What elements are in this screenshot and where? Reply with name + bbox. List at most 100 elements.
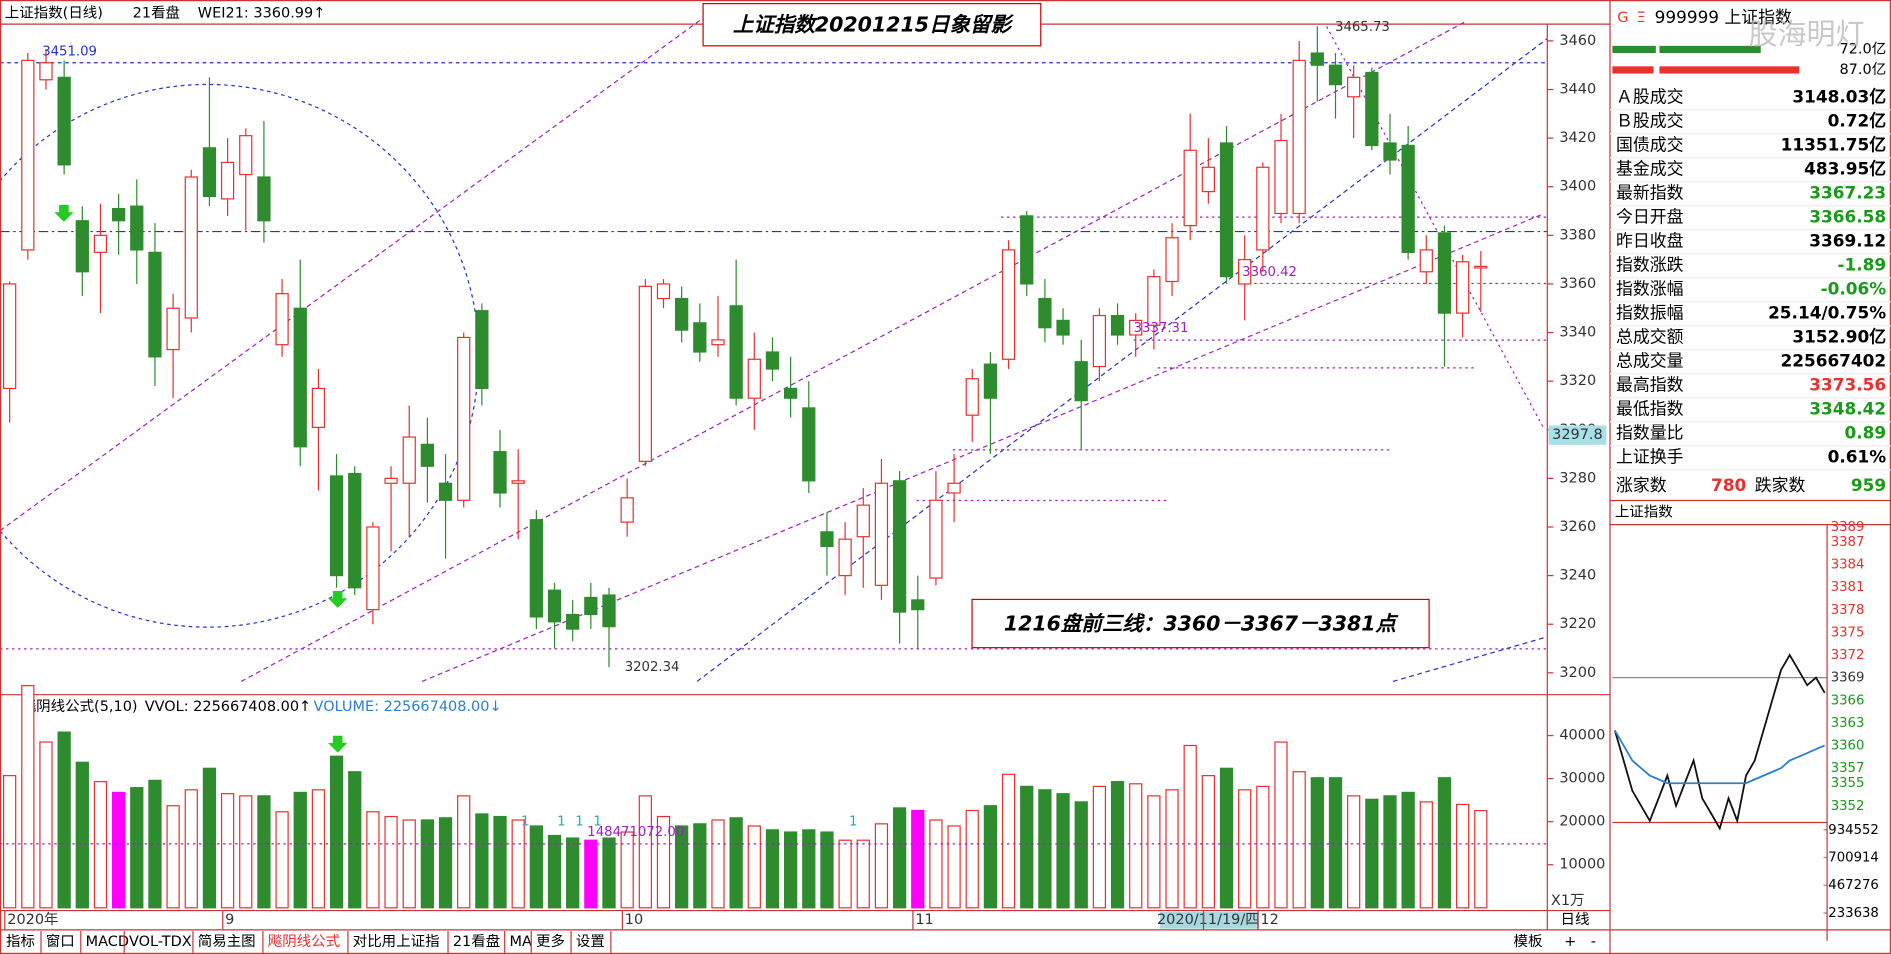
- candle-body: [656, 283, 671, 300]
- tab[interactable]: 更多: [536, 933, 565, 950]
- intraday-line: [1614, 729, 1826, 785]
- stat-value: 3366.58: [1809, 207, 1886, 227]
- y-tick-label: 30000: [1559, 771, 1605, 787]
- candle-body: [93, 234, 108, 253]
- y-tick-label: 3420: [1559, 130, 1596, 146]
- volume-bar: [402, 819, 416, 909]
- candle-body: [275, 293, 289, 346]
- tab[interactable]: +: [1564, 934, 1576, 950]
- y-tick-label: 3355: [1831, 776, 1865, 791]
- volume-bar: [911, 809, 925, 909]
- tab[interactable]: MACD: [86, 934, 129, 950]
- candle-body: [1365, 71, 1379, 147]
- volume-bar: [820, 831, 834, 909]
- volume-bar: [311, 789, 326, 909]
- candle-body: [3, 283, 17, 390]
- volume-bar: [1455, 803, 1470, 909]
- tab[interactable]: 模板: [1514, 932, 1543, 950]
- tab[interactable]: MA: [510, 934, 532, 950]
- y-tick-label: 20000: [1559, 814, 1605, 830]
- view-name: 21看盘: [133, 3, 180, 21]
- stat-label: 指数涨跌: [1616, 255, 1684, 275]
- tab[interactable]: 窗口: [46, 932, 75, 950]
- volume-bar: [1092, 785, 1107, 909]
- volume-bar: [239, 795, 253, 909]
- arrow: [328, 590, 348, 608]
- price-label: 3451.09: [42, 45, 97, 60]
- tab[interactable]: VOL-TDX: [129, 934, 192, 950]
- y-tick-label: 3400: [1559, 179, 1596, 195]
- tab[interactable]: 飚阴线公式: [268, 933, 340, 950]
- volume-bar: [729, 817, 743, 909]
- tab[interactable]: -: [1591, 934, 1596, 950]
- candle-body: [39, 62, 53, 81]
- candle-body: [856, 504, 870, 538]
- volume-bar: [257, 795, 271, 909]
- stat-value: 11351.75亿: [1781, 135, 1887, 155]
- volume-bar: [493, 815, 507, 909]
- volume-bar: [1328, 777, 1343, 909]
- y-tick-label: 3369: [1831, 671, 1865, 686]
- volume-bar: [838, 839, 852, 909]
- volume-bar: [1001, 773, 1016, 909]
- volume-bar: [1110, 781, 1125, 909]
- tab[interactable]: 对比用上证指: [353, 933, 440, 950]
- candle-body: [1455, 261, 1470, 314]
- volume-bar: [475, 813, 489, 909]
- y-tick-label: 3372: [1831, 648, 1865, 663]
- candle-body: [1020, 215, 1034, 285]
- volume-bar: [511, 819, 525, 909]
- y-tick-label: 3340: [1559, 325, 1596, 341]
- stat-label: 基金成交: [1616, 159, 1684, 179]
- stat-label: 总成交额: [1616, 327, 1684, 347]
- candle-body: [566, 613, 580, 630]
- y-tick-label: 3352: [1831, 799, 1865, 814]
- stat-label: 最低指数: [1616, 399, 1684, 419]
- candle-body: [1110, 314, 1125, 336]
- marker: 1: [849, 814, 857, 829]
- candle-body: [366, 526, 380, 611]
- candle-body: [1038, 297, 1052, 329]
- volume-bar: [965, 809, 979, 909]
- y-tick-label: 40000: [1559, 728, 1605, 744]
- bar-label: 72.0亿: [1839, 40, 1886, 57]
- y-tick-label: 3440: [1559, 82, 1596, 98]
- volume-bar: [1238, 789, 1252, 909]
- y-tick-label: 3200: [1559, 665, 1596, 681]
- volume-bar: [1365, 798, 1379, 909]
- volume-bar: [1474, 810, 1488, 909]
- bar-label: 87.0亿: [1839, 61, 1886, 78]
- panel-menu[interactable]: Ξ: [1637, 10, 1646, 26]
- y-tick-label: 3380: [1559, 227, 1596, 243]
- tab[interactable]: 21看盘: [453, 932, 500, 950]
- volume-bar: [184, 789, 198, 909]
- candle-body: [747, 358, 761, 399]
- candle-body: [257, 176, 271, 222]
- tab[interactable]: 指标: [6, 933, 35, 950]
- y-tick-label: 3387: [1831, 535, 1865, 550]
- breadth-label: 跌家数: [1755, 475, 1806, 495]
- trend-line: [1392, 636, 1548, 683]
- candle-body: [239, 135, 253, 176]
- volume-bar: [584, 839, 598, 909]
- volume-bar: [1419, 801, 1433, 909]
- tab[interactable]: 设置: [576, 933, 605, 950]
- volume-bar: [892, 807, 907, 909]
- y-tick-label: 3220: [1559, 616, 1596, 632]
- candle-body: [947, 482, 961, 494]
- candle-body: [1147, 276, 1161, 326]
- candle-body: [1129, 319, 1143, 336]
- period[interactable]: 日线: [1561, 911, 1590, 928]
- y-tick-label: 3389: [1831, 520, 1865, 535]
- candle-body: [802, 407, 816, 482]
- volume-bar: [1219, 767, 1234, 909]
- candle-body: [602, 594, 616, 628]
- candle-body: [1419, 249, 1433, 273]
- volume-bar: [983, 805, 998, 909]
- volume-bar: [1201, 775, 1215, 909]
- tab[interactable]: 简易主图: [198, 933, 256, 950]
- trend-line: [240, 21, 1466, 682]
- axis-marker-label: 3297.8: [1552, 427, 1603, 443]
- marker: 1: [521, 814, 529, 829]
